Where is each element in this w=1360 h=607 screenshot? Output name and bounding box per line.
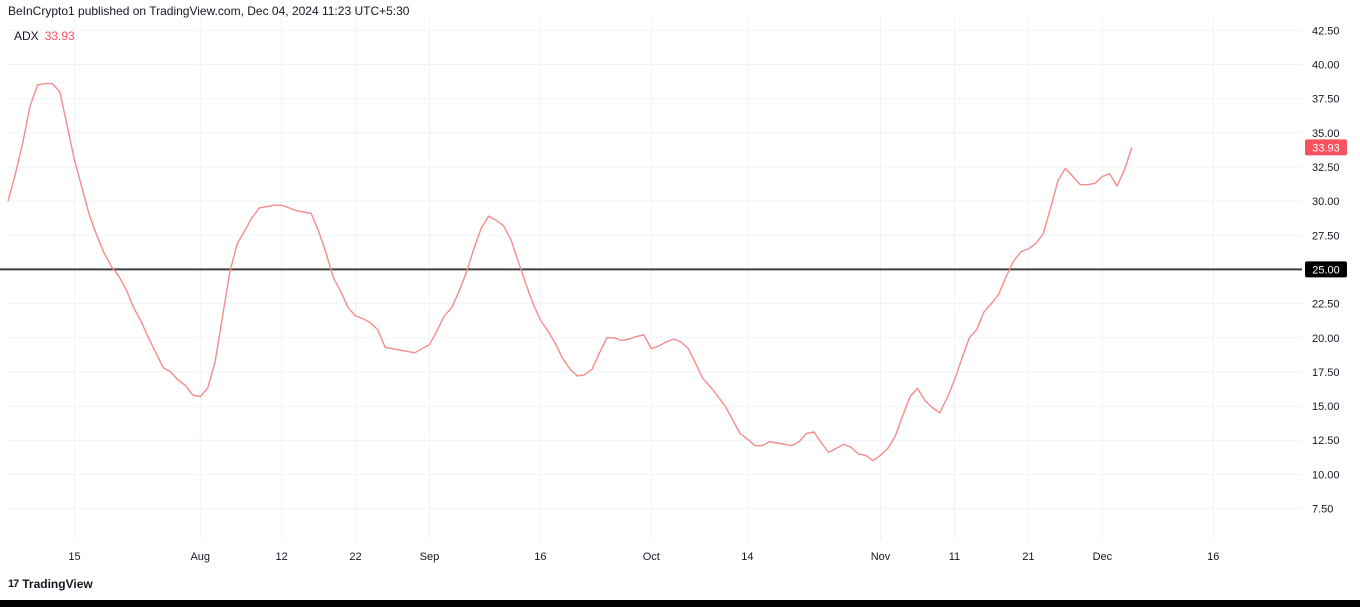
- y-tick-label: 10.00: [1312, 469, 1340, 481]
- x-tick-label: 15: [68, 551, 80, 563]
- x-tick-label: 22: [349, 551, 361, 563]
- legend-indicator-value: 33.93: [44, 29, 75, 43]
- x-tick-label: Sep: [420, 551, 440, 563]
- x-tick-label: Oct: [643, 551, 660, 563]
- y-tick-label: 22.50: [1312, 299, 1340, 311]
- y-tick-label: 15.00: [1312, 401, 1340, 413]
- last-value-badge-bg: [1305, 139, 1347, 156]
- y-tick-label: 37.50: [1312, 94, 1340, 106]
- y-tick-label: 17.50: [1312, 367, 1340, 379]
- y-tick-label: 30.00: [1312, 196, 1340, 208]
- vertical-gridlines: [74, 18, 1214, 540]
- tradingview-brand-text: TradingView: [22, 577, 93, 591]
- last-value-badge: 33.93: [1312, 142, 1340, 154]
- x-tick-label: Aug: [190, 551, 210, 563]
- x-tick-label: 11: [949, 551, 960, 563]
- y-tick-label: 27.50: [1312, 230, 1340, 242]
- y-tick-label: 32.50: [1312, 162, 1340, 174]
- adx-series-line: [7, 82, 1133, 462]
- x-tick-label: 12: [275, 551, 287, 563]
- level-value-badge-bg: [1305, 261, 1347, 278]
- x-tick-label: 14: [741, 551, 753, 563]
- level-value-badge: 25.00: [1312, 264, 1340, 276]
- series-group: [7, 82, 1133, 462]
- y-tick-label: 42.50: [1312, 25, 1340, 37]
- legend-indicator-name: ADX: [14, 29, 39, 43]
- y-tick-label: 12.50: [1312, 435, 1340, 447]
- tradingview-branding[interactable]: 17 TradingView: [8, 577, 93, 591]
- x-tick-label: Nov: [871, 551, 891, 563]
- bottom-border: [0, 600, 1360, 607]
- x-tick-label: 16: [1207, 551, 1219, 563]
- indicator-legend[interactable]: ADX 33.93: [14, 29, 75, 43]
- y-tick-label: 35.00: [1312, 128, 1340, 140]
- x-tick-label: 21: [1022, 551, 1034, 563]
- y-tick-label: 40.00: [1312, 59, 1340, 71]
- time-scale[interactable]: 15 Aug 12 22 Sep 16 Oct 14 Nov 11 21 Dec 16: [68, 551, 1219, 563]
- scale-badges: 25.00 33.93: [1305, 139, 1347, 278]
- x-tick-label: Dec: [1093, 551, 1113, 563]
- y-tick-label: 7.50: [1312, 504, 1333, 516]
- x-tick-label: 16: [534, 551, 546, 563]
- horizontal-gridlines: [8, 29, 1302, 510]
- tradingview-logo-icon: 17: [8, 578, 19, 590]
- y-tick-label: 20.00: [1312, 333, 1340, 345]
- publish-header: BeInCrypto1 published on TradingView.com…: [8, 4, 410, 18]
